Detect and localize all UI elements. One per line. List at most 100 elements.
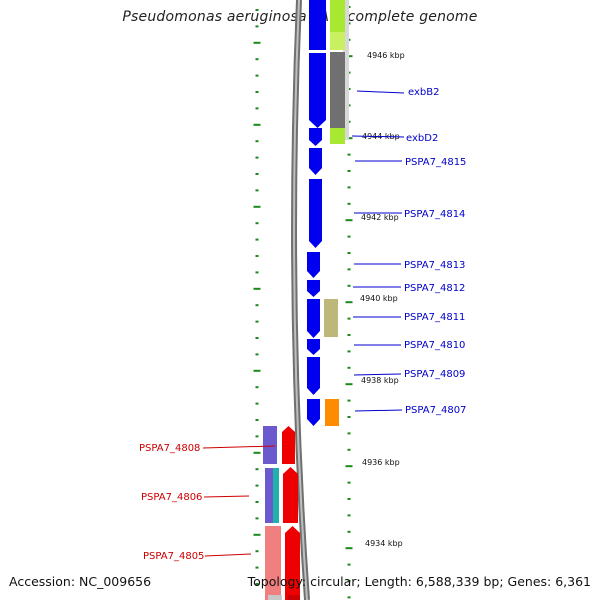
reverse-cds-arrow-3 — [285, 526, 300, 600]
minor-tick — [255, 189, 259, 192]
major-tick — [253, 369, 261, 372]
leader-4808 — [202, 445, 276, 449]
cog-block-4806-a — [265, 468, 273, 523]
minor-tick — [347, 563, 351, 566]
cog-lane-right — [343, 0, 349, 140]
minor-tick — [347, 334, 351, 336]
minor-tick — [255, 566, 259, 569]
minor-tick — [255, 255, 259, 257]
minor-tick — [255, 173, 259, 175]
forward-cds-arrow-4 — [309, 179, 322, 248]
forward-cds-arrow-3 — [309, 148, 322, 175]
cog-block-exbB2 — [330, 52, 345, 128]
minor-tick — [347, 252, 351, 254]
cog-block-4806-b — [273, 468, 279, 523]
minor-tick — [347, 350, 351, 353]
minor-tick — [347, 317, 351, 320]
ruler-label-4946: 4946 kbp — [367, 51, 405, 60]
reverse-cds-track — [282, 426, 300, 600]
cog-block-4808 — [263, 426, 277, 464]
minor-tick — [255, 501, 259, 503]
minor-tick — [347, 580, 351, 582]
leader-exbD2 — [351, 135, 405, 138]
minor-tick — [347, 596, 351, 599]
gene-label-4807: PSPA7_4807 — [405, 405, 466, 416]
leader-4806 — [203, 495, 250, 498]
minor-tick — [255, 304, 259, 307]
minor-tick — [255, 583, 259, 585]
minor-tick — [347, 530, 351, 533]
gene-label-4806: PSPA7_4806 — [141, 492, 202, 503]
gene-label-4808: PSPA7_4808 — [139, 443, 200, 454]
backbone-line-inner — [293, 0, 308, 600]
cog-block-4805-tail — [268, 595, 282, 600]
gene-label-4811: PSPA7_4811 — [404, 312, 465, 323]
leader-exbB2 — [356, 90, 405, 94]
minor-tick — [347, 153, 351, 156]
gene-label-4815: PSPA7_4815 — [405, 157, 466, 168]
minor-tick — [347, 170, 351, 172]
major-tick — [345, 219, 353, 222]
forward-cds-arrow-7 — [307, 299, 320, 338]
forward-cds-arrow-5 — [307, 252, 320, 278]
minor-tick — [255, 402, 259, 405]
minor-tick — [255, 74, 259, 77]
minor-tick — [347, 235, 351, 238]
minor-tick — [255, 484, 259, 487]
minor-tick — [255, 9, 259, 11]
major-tick — [253, 287, 261, 290]
forward-cog-track — [324, 0, 345, 426]
minor-tick — [255, 353, 259, 356]
major-tick — [253, 123, 261, 126]
minor-tick — [255, 386, 259, 389]
gene-label-4814: PSPA7_4814 — [404, 209, 465, 220]
minor-tick — [255, 222, 259, 225]
minor-tick — [347, 268, 351, 271]
minor-tick — [347, 284, 351, 287]
minor-tick — [255, 238, 259, 241]
forward-cds-top — [309, 0, 326, 50]
forward-cds-arrow-2 — [309, 128, 322, 146]
tick-column-left — [253, 9, 261, 585]
minor-tick — [255, 320, 259, 323]
minor-tick — [347, 498, 351, 500]
minor-tick — [347, 186, 351, 189]
reverse-cds-tail — [288, 595, 300, 600]
gene-label-4812: PSPA7_4812 — [404, 283, 465, 294]
genome-backbone — [291, 0, 310, 600]
gene-label-exbB2: exbB2 — [408, 87, 439, 98]
minor-tick — [255, 58, 259, 61]
minor-tick — [255, 156, 259, 159]
forward-gene-labels: exbB2 exbD2 PSPA7_4815 PSPA7_4814 PSPA7_… — [351, 87, 466, 416]
ruler-label-4934: 4934 kbp — [365, 539, 403, 548]
major-tick — [345, 547, 353, 550]
cog-block-exbD2-top-lip — [330, 32, 345, 50]
minor-tick — [255, 91, 259, 93]
footer-stats: Topology: circular; Length: 6,588,339 bp… — [247, 574, 591, 589]
gene-label-4809: PSPA7_4809 — [404, 369, 465, 380]
minor-tick — [255, 517, 259, 520]
leader-4809 — [353, 373, 402, 376]
minor-tick — [347, 202, 351, 205]
ruler-label-4936: 4936 kbp — [362, 458, 400, 467]
ruler-labels: 4946 kbp 4944 kbp 4942 kbp 4940 kbp 4938… — [360, 51, 405, 548]
gene-label-exbD2: exbD2 — [406, 133, 438, 144]
major-tick — [345, 301, 353, 304]
minor-tick — [255, 468, 259, 471]
cog-lane-right-bg — [343, 0, 349, 140]
minor-tick — [255, 107, 259, 110]
minor-tick — [255, 140, 259, 143]
leader-4807 — [354, 409, 403, 412]
ruler-label-4938: 4938 kbp — [361, 376, 399, 385]
cog-block-exbD2 — [330, 128, 345, 144]
minor-tick — [347, 481, 351, 484]
major-tick — [345, 383, 353, 386]
gene-label-4805: PSPA7_4805 — [143, 551, 204, 562]
minor-tick — [347, 366, 351, 369]
ruler-label-4940: 4940 kbp — [360, 294, 398, 303]
reverse-cog-track — [263, 426, 282, 600]
gene-label-4813: PSPA7_4813 — [404, 260, 465, 271]
major-tick — [253, 451, 261, 454]
forward-cds-arrow-6 — [307, 280, 320, 297]
